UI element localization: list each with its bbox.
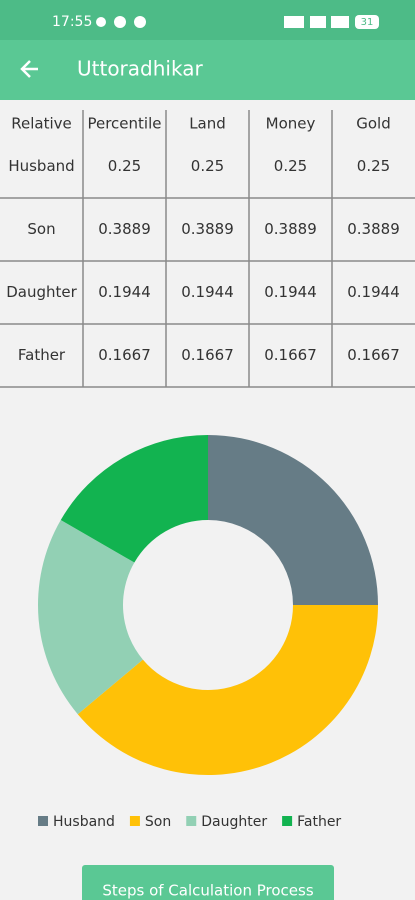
legend-swatch xyxy=(129,816,140,826)
wifi-icon xyxy=(331,16,349,28)
donut-slice xyxy=(60,435,209,563)
table-cell: 0.1667 xyxy=(98,346,151,364)
icon xyxy=(114,16,126,28)
app-title: Uttoradhikar xyxy=(77,57,203,81)
donut-slice xyxy=(77,605,378,776)
status-icons xyxy=(96,15,379,29)
table-cell: 0.1667 xyxy=(347,346,400,364)
legend-swatch xyxy=(38,816,48,826)
battery-icon xyxy=(355,15,379,29)
legend-label: Husband xyxy=(53,814,115,830)
table-header: Gold xyxy=(356,115,391,133)
battery-level: 31 xyxy=(361,17,374,28)
status-time: 17:55 xyxy=(52,14,92,30)
legend-label: Daughter xyxy=(201,814,267,830)
donut-slice xyxy=(37,520,143,715)
legend-label: Father xyxy=(297,814,341,830)
icon xyxy=(134,16,146,28)
table-cell: Husband xyxy=(8,157,74,175)
table-header: Relative xyxy=(11,115,72,133)
steps-button-label: Steps of Calculation Process xyxy=(102,882,313,900)
table-cell: 0.1944 xyxy=(181,283,234,301)
table-cell: 0.1667 xyxy=(181,346,234,364)
table-header: Land xyxy=(189,115,226,133)
donut-slice xyxy=(208,435,378,605)
signal-icon xyxy=(310,16,326,28)
legend-swatch xyxy=(186,816,197,826)
signal-icon xyxy=(284,16,304,28)
table-cell: 0.25 xyxy=(274,157,307,175)
table-cell: 0.25 xyxy=(191,157,224,175)
back-button[interactable] xyxy=(20,60,38,78)
donut-chart xyxy=(37,435,378,776)
app-bar xyxy=(0,40,415,100)
table: Relative Percentile Land Money Gold Husband 0.… xyxy=(0,110,415,388)
table-header: Percentile xyxy=(87,115,161,133)
table-cell: 0.1944 xyxy=(264,283,317,301)
table-cell: 0.3889 xyxy=(181,220,234,238)
table-cell: 0.3889 xyxy=(98,220,151,238)
table-cell: 0.1944 xyxy=(98,283,151,301)
table-cell: 0.1667 xyxy=(264,346,317,364)
icon xyxy=(96,17,106,27)
table-cell: Son xyxy=(27,220,55,238)
table-cell: 0.25 xyxy=(108,157,141,175)
table-cell: 0.1944 xyxy=(347,283,400,301)
legend: Husband Son Daughter Father xyxy=(38,814,341,830)
table-cell: Father xyxy=(18,346,66,364)
table-cell: 0.3889 xyxy=(347,220,400,238)
steps-button[interactable] xyxy=(82,865,334,900)
table-header: Money xyxy=(266,115,316,133)
legend-swatch xyxy=(282,816,293,826)
table-cell: 0.3889 xyxy=(264,220,317,238)
legend-label: Son xyxy=(145,814,171,830)
table-cell: 0.25 xyxy=(357,157,390,175)
table-cell: Daughter xyxy=(6,283,77,301)
